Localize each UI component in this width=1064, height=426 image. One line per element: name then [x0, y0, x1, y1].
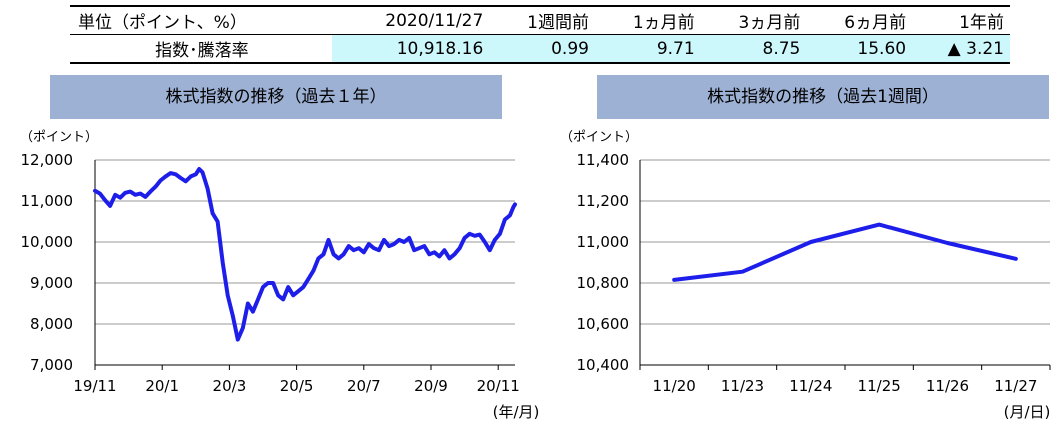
right-x-unit-label: (月/日)	[1004, 403, 1051, 421]
right-x-tick-label: 11/26	[926, 377, 969, 395]
left-y-tick-label: 11,000	[21, 192, 74, 210]
chart-title-1week: 株式指数の推移（過去1週間）	[597, 75, 1049, 119]
chart-title-1year: 株式指数の推移（過去１年）	[50, 75, 502, 119]
right-y-tick-label: 10,800	[577, 274, 630, 292]
left-y-tick-label: 9,000	[30, 274, 73, 292]
left-unit-label: （ポイント）	[20, 130, 98, 145]
index-value: 10,918.16	[331, 34, 490, 64]
left-x-unit-label: (年/月)	[493, 403, 540, 421]
right-y-tick-label: 11,000	[577, 233, 630, 251]
year1-change: ▲ 3.21	[912, 34, 1010, 64]
left-y-tick-label: 7,000	[30, 356, 73, 374]
right-x-tick-label: 11/20	[653, 377, 696, 395]
unit-header: 単位（ポイント、%）	[70, 5, 332, 35]
month1-header: 1ヵ月前	[594, 5, 701, 35]
left-x-tick-label: 20/3	[213, 377, 247, 395]
right-x-tick-label: 11/24	[789, 377, 832, 395]
month6-header: 6ヵ月前	[806, 5, 913, 35]
index-summary-table: 単位（ポイント、%） 2020/11/27 1週間前 1ヵ月前 3ヵ月前 6ヵ月…	[70, 5, 1010, 64]
right-y-tick-label: 11,200	[577, 192, 630, 210]
left-y-tick-label: 10,000	[21, 233, 74, 251]
left-x-tick-label: 20/7	[347, 377, 381, 395]
left-x-tick-label: 20/11	[477, 377, 520, 395]
date-header: 2020/11/27	[331, 5, 490, 35]
left-y-tick-label: 8,000	[30, 315, 73, 333]
right-x-tick-label: 11/23	[721, 377, 764, 395]
month3-change: 8.75	[700, 34, 807, 64]
year1-header: 1年前	[912, 5, 1010, 35]
left-x-tick-label: 20/5	[280, 377, 314, 395]
summary-header-row: 単位（ポイント、%） 2020/11/27 1週間前 1ヵ月前 3ヵ月前 6ヵ月…	[70, 5, 1010, 35]
left-x-tick-label: 19/11	[73, 377, 116, 395]
month3-header: 3ヵ月前	[700, 5, 807, 35]
right-x-tick-label: 11/25	[858, 377, 901, 395]
left-series-line	[93, 167, 517, 342]
right-y-tick-label: 10,600	[577, 315, 630, 333]
left-x-tick-label: 20/9	[414, 377, 448, 395]
month1-change: 9.71	[594, 34, 701, 64]
right-y-tick-label: 11,400	[577, 151, 630, 169]
week-header: 1週間前	[489, 5, 595, 35]
right-unit-label: （ポイント）	[560, 130, 638, 145]
row-label: 指数･騰落率	[70, 34, 332, 64]
left-x-tick-label: 20/1	[145, 377, 179, 395]
right-x-tick-label: 11/27	[994, 377, 1037, 395]
right-series-line	[672, 222, 1018, 282]
month6-change: 15.60	[806, 34, 913, 64]
summary-value-row: 指数･騰落率 10,918.16 0.99 9.71 8.75 15.60 ▲ …	[70, 34, 1010, 64]
right-y-tick-label: 10,400	[577, 356, 630, 374]
week-change: 0.99	[489, 34, 595, 64]
left-y-tick-label: 12,000	[21, 151, 74, 169]
